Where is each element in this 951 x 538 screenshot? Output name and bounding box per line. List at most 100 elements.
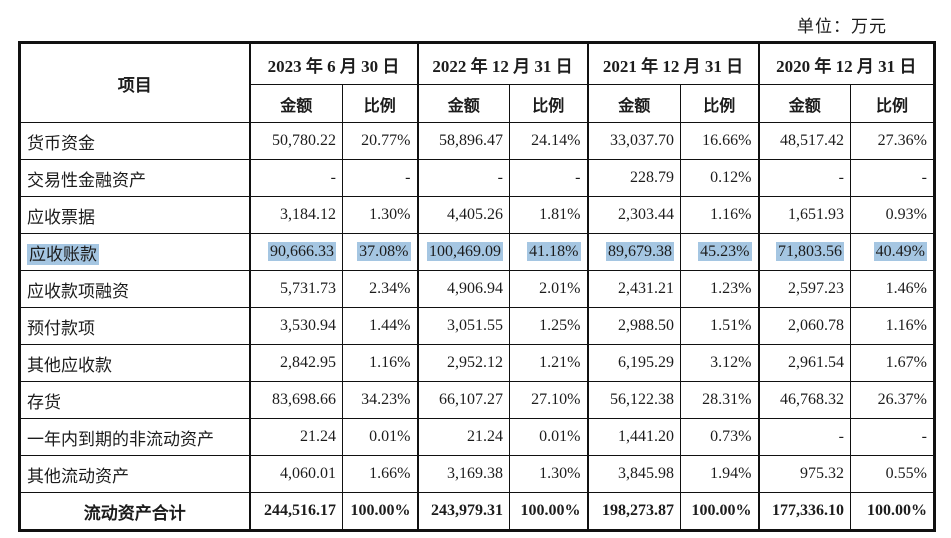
ratio-cell: 26.37% [850, 381, 935, 419]
ratio-cell: 1.21% [509, 344, 588, 382]
ratio-cell: 100.00% [850, 492, 935, 531]
amount-cell: 3,845.98 [586, 455, 681, 493]
amount-cell: 177,336.10 [757, 492, 851, 531]
row-item-label: 货币资金 [19, 122, 250, 160]
amount-cell: 56,122.38 [586, 381, 681, 419]
unit-label: 单位：万元 [797, 17, 887, 36]
ratio-header: 比例 [509, 84, 588, 123]
ratio-header: 比例 [850, 84, 935, 123]
highlighted-text: 89,679.38 [606, 242, 674, 261]
amount-cell: 4,405.26 [416, 196, 510, 234]
amount-cell: 90,666.33 [248, 233, 343, 271]
amount-cell: 50,780.22 [248, 122, 343, 160]
date-header-2020-12-31: 2020 年 12 月 31 日 [757, 42, 935, 85]
total-row: 流动资产合计 244,516.17 100.00% 243,979.31 100.00%… [19, 492, 935, 531]
row-item-label: 一年内到期的非流动资产 [19, 418, 250, 456]
amount-cell: 83,698.66 [248, 381, 343, 419]
table-row: 应收票据 3,184.12 1.30% 4,405.26 1.81% 2,303.44 1.… [19, 196, 935, 234]
row-item-label: 应收票据 [19, 196, 250, 234]
ratio-cell: 28.31% [680, 381, 759, 419]
current-assets-table: 项目 2023 年 6 月 30 日 2022 年 12 月 31 日 2021… [18, 41, 936, 532]
ratio-cell: 24.14% [509, 122, 588, 160]
table-row: 其他应收款 2,842.95 1.16% 2,952.12 1.21% 6,195.29 3… [19, 344, 935, 382]
ratio-cell: 1.25% [509, 307, 588, 345]
table-row: 存货 83,698.66 34.23% 66,107.27 27.10% 56,122.3… [19, 381, 935, 419]
table-row: 其他流动资产 4,060.01 1.66% 3,169.38 1.30% 3,845.98… [19, 455, 935, 493]
ratio-cell: - [850, 159, 935, 197]
amount-cell: - [416, 159, 510, 197]
ratio-cell: 0.12% [680, 159, 759, 197]
amount-cell: 71,803.56 [757, 233, 851, 271]
amount-cell: 33,037.70 [586, 122, 681, 160]
highlighted-text: 100,469.09 [427, 242, 503, 261]
amount-cell: 4,060.01 [248, 455, 343, 493]
amount-cell: 2,060.78 [757, 307, 851, 345]
ratio-cell: 40.49% [850, 233, 935, 271]
ratio-cell: 1.23% [680, 270, 759, 308]
amount-cell: 2,597.23 [757, 270, 851, 308]
ratio-cell: 1.51% [680, 307, 759, 345]
amount-cell: 1,441.20 [586, 418, 681, 456]
table-row: 预付款项 3,530.94 1.44% 3,051.55 1.25% 2,988.50 1.… [19, 307, 935, 345]
amount-cell: 6,195.29 [586, 344, 681, 382]
ratio-cell: 2.01% [509, 270, 588, 308]
amount-cell: - [757, 159, 851, 197]
amount-cell: 48,517.42 [757, 122, 851, 160]
amount-cell: 244,516.17 [248, 492, 343, 531]
amount-cell: 3,169.38 [416, 455, 510, 493]
row-item-label: 预付款项 [19, 307, 250, 345]
row-item-label: 应收账款 [19, 233, 250, 271]
ratio-cell: 0.55% [850, 455, 935, 493]
amount-cell: 1,651.93 [757, 196, 851, 234]
amount-cell: 3,530.94 [248, 307, 343, 345]
amount-cell: - [248, 159, 343, 197]
amount-cell: 2,988.50 [586, 307, 681, 345]
amount-cell: 975.32 [757, 455, 851, 493]
ratio-cell: 27.36% [850, 122, 935, 160]
ratio-cell: 0.01% [342, 418, 418, 456]
table-row: 应收款项融资 5,731.73 2.34% 4,906.94 2.01% 2,431.21… [19, 270, 935, 308]
sub-header-row: 金额 比例 金额 比例 金额 比例 金额 比例 [20, 84, 935, 123]
amount-cell: 2,961.54 [757, 344, 851, 382]
amount-cell: 58,896.47 [416, 122, 510, 160]
ratio-cell: 1.67% [850, 344, 935, 382]
amount-cell: 89,679.38 [586, 233, 681, 271]
amount-cell: 2,952.12 [416, 344, 510, 382]
table-header: 项目 2023 年 6 月 30 日 2022 年 12 月 31 日 2021… [19, 42, 935, 123]
highlighted-text: 41.18% [527, 242, 581, 261]
ratio-cell: 1.66% [342, 455, 418, 493]
ratio-cell: 27.10% [509, 381, 588, 419]
amount-header: 金额 [416, 84, 510, 123]
amount-cell: 2,303.44 [586, 196, 681, 234]
highlighted-text: 应收账款 [27, 243, 99, 265]
ratio-cell: 1.46% [850, 270, 935, 308]
amount-cell: 66,107.27 [416, 381, 510, 419]
ratio-cell: 45.23% [680, 233, 759, 271]
row-item-label: 流动资产合计 [19, 492, 250, 531]
ratio-cell: 1.30% [342, 196, 418, 234]
ratio-header: 比例 [342, 84, 418, 123]
ratio-cell: - [509, 159, 588, 197]
date-header-row: 项目 2023 年 6 月 30 日 2022 年 12 月 31 日 2021… [19, 42, 935, 123]
amount-cell: 243,979.31 [416, 492, 510, 531]
row-item-label: 交易性金融资产 [19, 159, 250, 197]
ratio-cell: 0.01% [509, 418, 588, 456]
amount-header: 金额 [248, 84, 343, 123]
amount-cell: 21.24 [416, 418, 510, 456]
ratio-cell: 1.16% [850, 307, 935, 345]
highlighted-text: 40.49% [873, 242, 927, 261]
amount-cell: 21.24 [248, 418, 343, 456]
amount-cell: 198,273.87 [586, 492, 681, 531]
table-row: 交易性金融资产 - - - -228.79 0.12% - - [19, 159, 935, 197]
ratio-cell: 0.93% [850, 196, 935, 234]
ratio-cell: 34.23% [342, 381, 418, 419]
table-row: 应收账款 90,666.33 37.08% 100,469.09 41.18% 89,67… [19, 233, 935, 271]
ratio-cell: 100.00% [342, 492, 418, 531]
ratio-cell: 1.30% [509, 455, 588, 493]
amount-cell: 5,731.73 [248, 270, 343, 308]
ratio-cell: - [850, 418, 935, 456]
amount-cell: 2,842.95 [248, 344, 343, 382]
ratio-cell: 41.18% [509, 233, 588, 271]
ratio-cell: 3.12% [680, 344, 759, 382]
